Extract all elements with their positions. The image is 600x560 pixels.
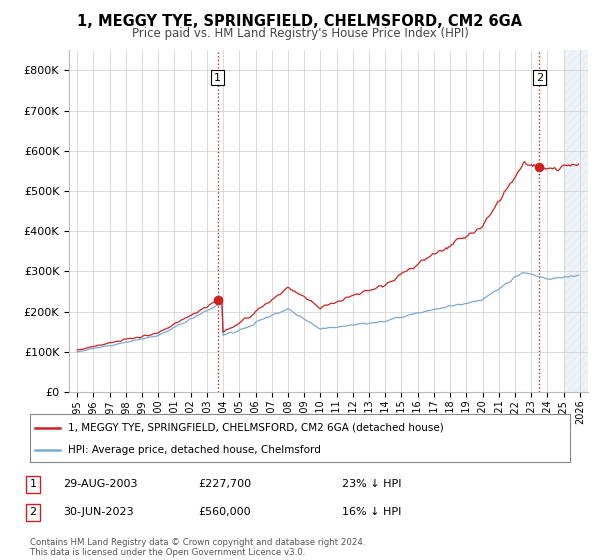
Text: 30-JUN-2023: 30-JUN-2023 — [63, 507, 134, 517]
Text: HPI: Average price, detached house, Chelmsford: HPI: Average price, detached house, Chel… — [68, 445, 320, 455]
Text: Price paid vs. HM Land Registry's House Price Index (HPI): Price paid vs. HM Land Registry's House … — [131, 27, 469, 40]
Text: £560,000: £560,000 — [198, 507, 251, 517]
Text: 1: 1 — [214, 72, 221, 82]
Text: 1, MEGGY TYE, SPRINGFIELD, CHELMSFORD, CM2 6GA (detached house): 1, MEGGY TYE, SPRINGFIELD, CHELMSFORD, C… — [68, 423, 443, 433]
Text: 23% ↓ HPI: 23% ↓ HPI — [342, 479, 401, 489]
Text: 16% ↓ HPI: 16% ↓ HPI — [342, 507, 401, 517]
Text: 1, MEGGY TYE, SPRINGFIELD, CHELMSFORD, CM2 6GA: 1, MEGGY TYE, SPRINGFIELD, CHELMSFORD, C… — [77, 14, 523, 29]
Text: Contains HM Land Registry data © Crown copyright and database right 2024.
This d: Contains HM Land Registry data © Crown c… — [30, 538, 365, 557]
Point — [213, 296, 223, 305]
Text: 2: 2 — [29, 507, 37, 517]
Text: £227,700: £227,700 — [198, 479, 251, 489]
Text: 2: 2 — [536, 72, 543, 82]
Text: 1: 1 — [29, 479, 37, 489]
Point — [535, 162, 544, 171]
Text: 29-AUG-2003: 29-AUG-2003 — [63, 479, 137, 489]
